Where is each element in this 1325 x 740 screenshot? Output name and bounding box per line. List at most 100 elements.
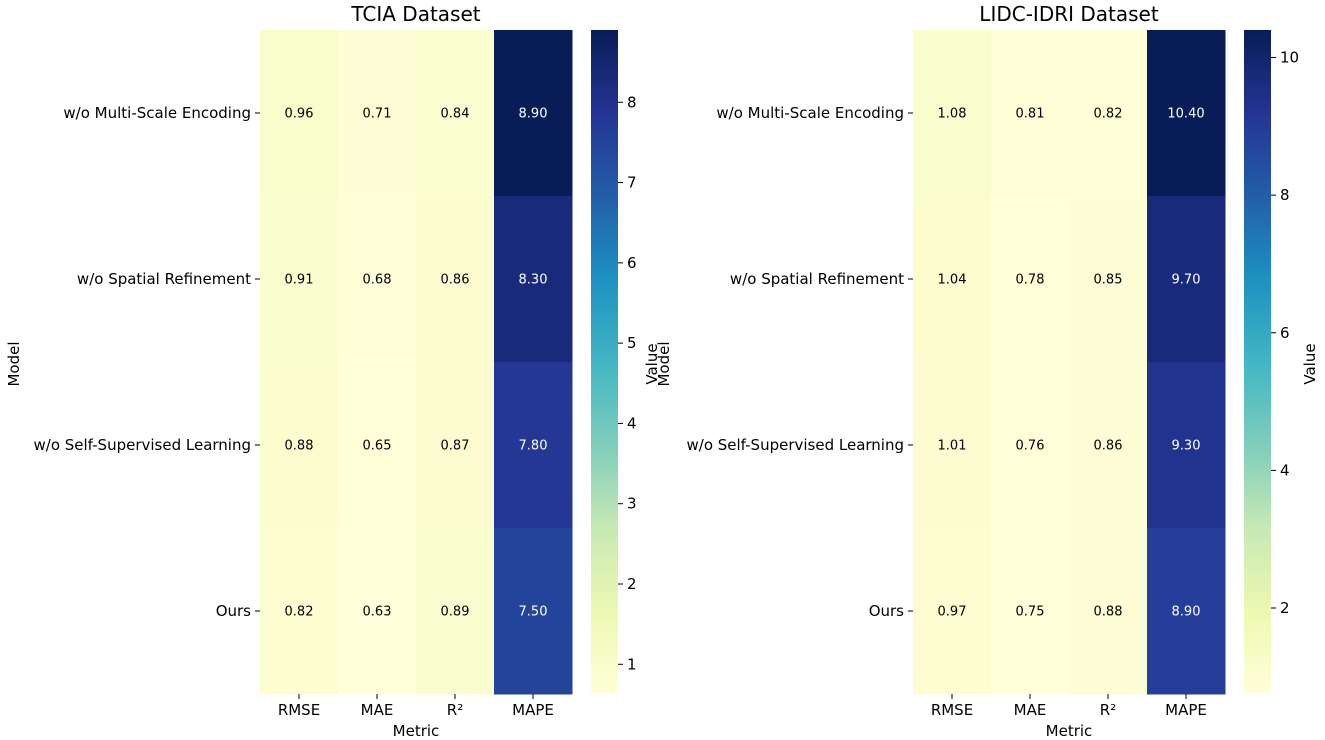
colorbar-tick-label: 8 — [1280, 186, 1290, 204]
colorbar-tick-label: 4 — [1280, 461, 1290, 479]
heatmap-cell — [1147, 528, 1226, 695]
colorbar-tick-label: 4 — [627, 414, 637, 432]
cell-value-label: 0.89 — [441, 605, 470, 620]
y-tick-labels: w/o Multi-Scale Encoding w/o Spatial Refi… — [34, 104, 260, 620]
heatmap-cell — [1069, 30, 1148, 197]
heatmap-cell — [1147, 196, 1226, 363]
heatmap-cell — [416, 196, 495, 363]
cell-value-label: 0.82 — [285, 605, 314, 620]
cell-value-label: 0.87 — [441, 439, 470, 454]
y-tick-label: w/o Self-Supervised Learning — [34, 436, 252, 454]
cell-value-label: 0.91 — [285, 273, 314, 288]
cell-value-label: 0.78 — [1016, 273, 1045, 288]
y-tick-label: w/o Multi-Scale Encoding — [716, 104, 904, 122]
heatmap-cell — [913, 196, 992, 363]
heatmap-cell — [494, 362, 573, 529]
heatmap-cell — [913, 30, 992, 197]
cell-value-label: 0.81 — [1016, 107, 1045, 122]
colorbar-tick-label: 1 — [627, 655, 637, 673]
cell-value-label: 0.71 — [363, 107, 392, 122]
colorbar-gradient — [1244, 30, 1271, 694]
heatmap-cells — [913, 30, 1226, 695]
x-tick-label: RMSE — [931, 701, 973, 719]
y-tick-label: w/o Multi-Scale Encoding — [63, 104, 251, 122]
cell-value-label: 8.30 — [519, 273, 548, 288]
cell-value-label: 0.82 — [1094, 107, 1123, 122]
cell-value-label: 10.40 — [1167, 107, 1204, 122]
heatmap-cell — [260, 196, 339, 363]
x-tick-label: MAPE — [512, 701, 554, 719]
x-tick-label: MAPE — [1165, 701, 1207, 719]
x-tick-label: RMSE — [278, 701, 320, 719]
chart-title: TCIA Dataset — [350, 2, 480, 26]
heatmap-cell — [1069, 362, 1148, 529]
colorbar-tick-label: 7 — [627, 174, 637, 192]
heatmap-cell — [913, 362, 992, 529]
heatmap-cell — [338, 196, 417, 363]
colorbar-label: Value — [643, 343, 661, 384]
cell-value-label: 0.86 — [1094, 439, 1123, 454]
colorbar-tick-label: 2 — [1280, 599, 1290, 617]
heatmap-cell — [416, 362, 495, 529]
heatmap-cells — [260, 30, 573, 695]
cell-value-label: 9.30 — [1172, 439, 1201, 454]
colorbar-tick-label: 3 — [627, 495, 637, 513]
x-axis-label: Metric — [393, 722, 440, 740]
colorbar-tick-label: 2 — [627, 575, 637, 593]
heatmap-cell — [260, 362, 339, 529]
heatmap-cell — [991, 528, 1070, 695]
heatmap-cell — [416, 30, 495, 197]
heatmap-cell — [1147, 362, 1226, 529]
cell-value-label: 0.88 — [1094, 605, 1123, 620]
cell-value-label: 0.97 — [938, 605, 967, 620]
heatmap-cell — [416, 528, 495, 695]
cell-value-label: 8.90 — [1172, 605, 1201, 620]
cell-value-label: 0.63 — [363, 605, 392, 620]
colorbar-tick-label: 6 — [627, 254, 637, 272]
cell-value-label: 0.85 — [1094, 273, 1123, 288]
colorbar: 1 2 3 4 5 6 7 8 Value — [591, 30, 661, 694]
cell-value-labels: 0.96 0.71 0.84 8.90 0.91 0.68 0.86 8.30 0.88 0.65… — [285, 107, 548, 620]
heatmap-cell — [338, 528, 417, 695]
heatmap-cell — [338, 362, 417, 529]
chart-title: LIDC-IDRI Dataset — [979, 2, 1159, 26]
heatmap-cell — [494, 528, 573, 695]
x-tick-labels: RMSE MAE R² MAPE — [278, 694, 554, 719]
cell-value-label: 0.75 — [1016, 605, 1045, 620]
heatmap-cell — [913, 528, 992, 695]
cell-value-label: 0.76 — [1016, 439, 1045, 454]
colorbar: 2 4 6 8 10 Value — [1244, 30, 1319, 694]
cell-value-label: 1.01 — [938, 439, 967, 454]
y-axis-label: Model — [655, 341, 673, 386]
colorbar-label: Value — [1301, 343, 1319, 384]
cell-value-label: 0.96 — [285, 107, 314, 122]
x-tick-label: R² — [1100, 701, 1116, 719]
x-axis-label: Metric — [1046, 722, 1093, 740]
heatmap-cell — [494, 30, 573, 197]
heatmap-cell — [494, 196, 573, 363]
cell-value-label: 7.50 — [519, 605, 548, 620]
y-tick-labels: w/o Multi-Scale Encoding w/o Spatial Refi… — [687, 104, 913, 620]
heatmap-cell — [1069, 528, 1148, 695]
heatmap-panel-tcia: TCIA Dataset 0.96 0.71 0.84 8.90 0.91 0.68 0.8… — [5, 2, 661, 740]
x-tick-label: R² — [447, 701, 463, 719]
cell-value-label: 1.04 — [938, 273, 967, 288]
heatmap-cell — [260, 528, 339, 695]
heatmap-cell — [991, 30, 1070, 197]
cell-value-label: 8.90 — [519, 107, 548, 122]
colorbar-tick-label: 8 — [627, 93, 637, 111]
heatmap-cell — [338, 30, 417, 197]
heatmap-cell — [1147, 30, 1226, 197]
heatmap-panel-lidc-idri: LIDC-IDRI Dataset 1.08 0.81 0.82 10.40 1.04 0… — [655, 2, 1319, 740]
y-tick-label: Ours — [216, 602, 251, 620]
cell-value-label: 0.65 — [363, 439, 392, 454]
y-axis-label: Model — [5, 341, 23, 386]
cell-value-label: 9.70 — [1172, 273, 1201, 288]
heatmap-cell — [991, 196, 1070, 363]
cell-value-labels: 1.08 0.81 0.82 10.40 1.04 0.78 0.85 9.70 1.01 0.7… — [938, 107, 1205, 620]
y-tick-label: Ours — [869, 602, 904, 620]
cell-value-label: 1.08 — [938, 107, 967, 122]
heatmap-cell — [260, 30, 339, 197]
cell-value-label: 0.86 — [441, 273, 470, 288]
